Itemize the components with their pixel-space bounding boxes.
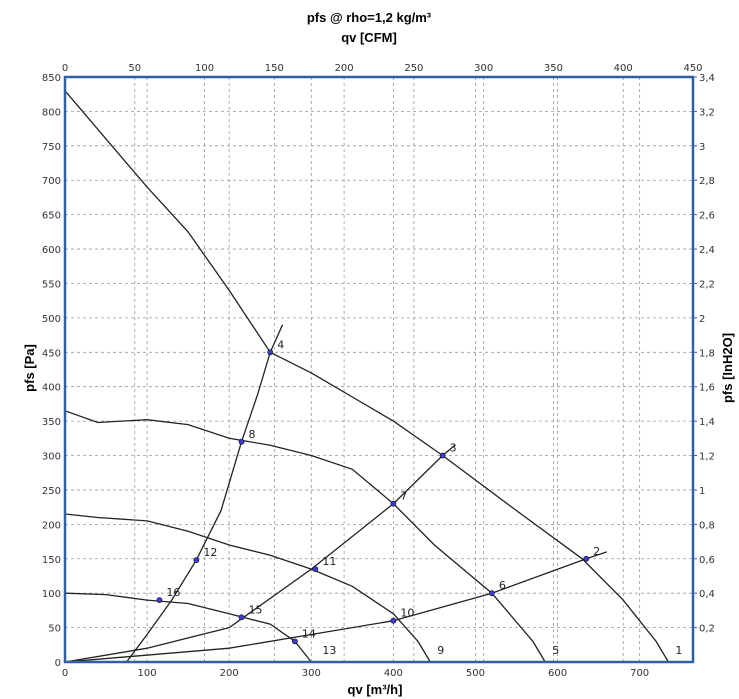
right-tick-label: 3,4 <box>699 73 715 84</box>
x-tick-label: 400 <box>384 668 403 679</box>
point-label: 16 <box>166 586 180 599</box>
y-tick-label: 600 <box>42 245 61 256</box>
y-axis-title: pfs [Pa] <box>22 344 37 392</box>
right-tick-label: 1 <box>699 486 705 497</box>
point-marker <box>390 617 397 624</box>
y-tick-label: 100 <box>42 589 61 600</box>
right-tick-label: 1,6 <box>699 383 715 394</box>
curves <box>64 90 669 663</box>
right-tick-label: 2,8 <box>699 176 715 187</box>
grid <box>65 76 697 662</box>
point-marker <box>156 597 163 603</box>
top-tick-label: 350 <box>544 63 563 74</box>
top-axis-title: qv [CFM] <box>341 30 397 45</box>
x-tick-label: 600 <box>548 668 567 679</box>
x-tick-label: 700 <box>630 668 649 679</box>
x-tick-label: 300 <box>302 668 321 679</box>
point-marker <box>193 557 200 564</box>
right-tick-label: 0,6 <box>699 555 715 566</box>
point-label: 7 <box>400 490 407 503</box>
point-marker <box>238 438 245 445</box>
top-tick-label: 450 <box>683 63 702 74</box>
point-label: 13 <box>322 644 336 657</box>
point-label: 12 <box>203 546 217 559</box>
y-tick-label: 850 <box>42 73 61 84</box>
top-tick-label: 250 <box>404 63 423 74</box>
y-tick-label: 550 <box>42 279 61 290</box>
y-tick-label: 250 <box>42 486 61 497</box>
point-marker <box>238 614 245 621</box>
chart-title: pfs @ rho=1,2 kg/m³ <box>307 10 432 25</box>
curve-line <box>64 444 456 663</box>
x-axis-title: qv [m³/h] <box>348 682 403 697</box>
point-label: 14 <box>302 627 316 640</box>
plot-frame <box>63 75 695 664</box>
y-tick-label: 400 <box>42 383 61 394</box>
right-tick-label: 1,2 <box>699 452 715 463</box>
right-tick-label: 1,4 <box>699 417 715 428</box>
right-tick-label: 0,8 <box>699 520 715 531</box>
y-tick-label: 500 <box>42 314 61 325</box>
point-label: 8 <box>248 428 255 441</box>
right-tick-label: 1,8 <box>699 348 715 359</box>
right-tick-label: 0,4 <box>699 589 715 600</box>
point-label: 3 <box>450 442 457 455</box>
top-tick-label: 400 <box>614 63 633 74</box>
point-label: 11 <box>322 555 336 568</box>
top-tick-label: 200 <box>335 63 354 74</box>
y-tick-label: 50 <box>48 624 61 635</box>
point-label: 2 <box>593 545 600 558</box>
right-tick-label: 2,4 <box>699 245 715 256</box>
x-tick-label: 200 <box>220 668 239 679</box>
curve-line <box>64 410 546 663</box>
right-axis-title: pfs [InH2O] <box>720 333 735 403</box>
y-tick-label: 300 <box>42 452 61 463</box>
y-tick-label: 750 <box>42 142 61 153</box>
right-tick-label: 3,2 <box>699 107 715 118</box>
point-label: 4 <box>277 338 284 351</box>
y-tick-label: 800 <box>42 107 61 118</box>
point-label: 1 <box>675 644 682 657</box>
top-tick-label: 0 <box>62 63 68 74</box>
point-marker <box>583 555 590 562</box>
right-tick-label: 2,2 <box>699 279 715 290</box>
right-tick-label: 3 <box>699 142 705 153</box>
y-tick-label: 700 <box>42 176 61 187</box>
y-tick-label: 450 <box>42 348 61 359</box>
point-marker <box>312 566 319 572</box>
top-tick-label: 300 <box>474 63 493 74</box>
x-tick-label: 500 <box>466 668 485 679</box>
top-tick-label: 100 <box>195 63 214 74</box>
y-tick-label: 350 <box>42 417 61 428</box>
y-tick-label: 650 <box>42 211 61 222</box>
curve-line <box>64 90 669 663</box>
point-marker <box>267 349 274 356</box>
curve-line <box>64 513 431 663</box>
x-tick-label: 0 <box>62 668 68 679</box>
point-marker <box>488 590 495 597</box>
top-tick-label: 150 <box>265 63 284 74</box>
right-tick-label: 2 <box>699 314 705 325</box>
y-tick-label: 200 <box>42 520 61 531</box>
curve-line <box>126 324 284 663</box>
point-marker <box>439 452 446 459</box>
point-label: 15 <box>248 603 262 616</box>
top-tick-label: 50 <box>128 63 141 74</box>
point-label: 9 <box>437 644 444 657</box>
y-tick-label: 150 <box>42 555 61 566</box>
point-marker <box>291 638 298 645</box>
y-tick-label: 0 <box>55 658 61 669</box>
right-tick-label: 0,2 <box>699 624 715 635</box>
point-marker <box>390 500 397 507</box>
point-label: 5 <box>552 644 559 657</box>
point-label: 10 <box>400 607 414 620</box>
right-tick-label: 2,6 <box>699 211 715 222</box>
point-label: 6 <box>499 579 506 592</box>
x-tick-label: 100 <box>138 668 157 679</box>
